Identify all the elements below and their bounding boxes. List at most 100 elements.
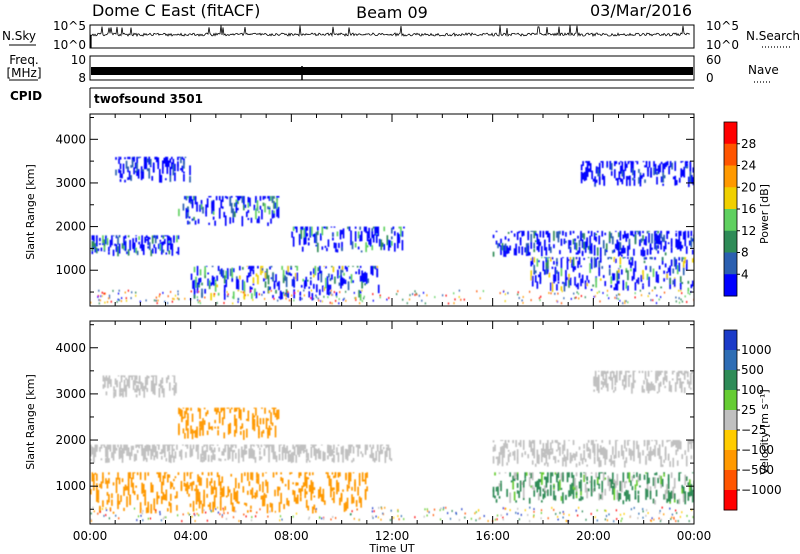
echo-cell — [169, 382, 171, 391]
echo-cell — [244, 444, 246, 453]
echo-cell — [171, 444, 174, 456]
echo-cell — [219, 481, 222, 491]
echo-cell — [94, 243, 97, 250]
echo-cell — [260, 495, 263, 500]
echo-cell — [174, 172, 176, 182]
echo-cell — [498, 452, 501, 464]
echo-cell — [372, 507, 374, 510]
echo-cell — [619, 251, 622, 256]
echo-cell — [230, 196, 233, 197]
echo-cell — [527, 230, 530, 241]
echo-cell — [637, 230, 640, 235]
frequency-band — [91, 67, 693, 75]
echo-cell — [91, 246, 94, 252]
echo-cell — [178, 156, 181, 158]
echo-cell — [317, 226, 319, 231]
echo-cell — [292, 489, 294, 495]
echo-cell — [630, 169, 633, 173]
echo-cell — [268, 290, 270, 293]
echo-cell — [323, 518, 325, 520]
echo-cell — [610, 163, 613, 171]
echo-cell — [132, 472, 134, 480]
echo-cell — [630, 230, 632, 236]
echo-cell — [276, 409, 278, 420]
echo-cell — [333, 455, 335, 463]
echo-cell — [619, 230, 622, 241]
echo-cell — [153, 235, 156, 237]
echo-cell — [681, 282, 684, 284]
echo-cell — [539, 272, 542, 281]
echo-cell — [368, 239, 370, 245]
echo-cell — [522, 296, 524, 298]
echo-cell — [204, 450, 207, 456]
echo-cell — [219, 496, 222, 505]
echo-cell — [246, 428, 248, 438]
echo-cell — [568, 259, 570, 261]
echo-cell — [596, 477, 599, 484]
echo-cell — [534, 230, 537, 233]
echo-cell — [616, 490, 619, 500]
echo-cell — [639, 473, 641, 481]
echo-cell — [187, 407, 189, 411]
echo-cell — [252, 283, 255, 286]
echo-cell — [545, 230, 548, 235]
echo-cell — [238, 196, 241, 201]
echo-cell — [587, 246, 590, 250]
echo-cell — [656, 294, 658, 297]
echo-cell — [230, 202, 233, 214]
echo-cell — [161, 377, 164, 384]
echo-cell — [182, 416, 185, 419]
echo-cell — [150, 449, 153, 452]
echo-cell — [194, 430, 197, 438]
echo-cell — [547, 440, 549, 451]
echo-cell — [358, 269, 360, 274]
echo-cell — [660, 475, 662, 485]
echo-cell — [123, 236, 125, 247]
echo-cell — [355, 297, 357, 299]
colorbar-segment — [724, 350, 737, 371]
echo-cell — [178, 208, 180, 217]
echo-cell — [274, 202, 277, 209]
echo-cell — [605, 449, 608, 460]
echo-cell — [529, 506, 531, 509]
echo-cell — [182, 513, 184, 516]
echo-cell — [269, 510, 271, 513]
echo-cell — [659, 163, 661, 173]
echo-cell — [284, 294, 286, 297]
echo-cell — [655, 233, 658, 244]
echo-cell — [120, 495, 122, 502]
echo-cell — [337, 452, 340, 463]
echo-cell — [173, 375, 176, 384]
echo-cell — [636, 472, 638, 478]
echo-cell — [590, 512, 592, 515]
echo-cell — [670, 518, 672, 520]
echo-cell — [174, 451, 177, 459]
echo-cell — [168, 474, 171, 478]
echo-cell — [643, 380, 645, 385]
echo-cell — [196, 296, 198, 299]
echo-cell — [247, 472, 249, 481]
echo-cell — [583, 450, 585, 460]
echo-cell — [256, 478, 258, 484]
echo-cell — [185, 451, 187, 458]
freq-axis-bottom-left: 8 — [78, 71, 86, 85]
echo-cell — [685, 455, 688, 467]
echo-cell — [355, 298, 357, 301]
echo-cell — [646, 249, 649, 256]
echo-cell — [512, 475, 514, 482]
echo-cell — [574, 238, 576, 242]
echo-cell — [123, 379, 126, 384]
echo-cell — [198, 476, 201, 486]
echo-cell — [270, 412, 272, 425]
echo-cell — [593, 245, 596, 256]
echo-cell — [105, 478, 107, 485]
echo-cell — [380, 239, 383, 251]
echo-cell — [613, 390, 615, 393]
echo-cell — [610, 284, 613, 288]
echo-cell — [651, 517, 653, 520]
echo-cell — [671, 378, 674, 381]
echo-cell — [507, 238, 510, 242]
echo-cell — [522, 440, 525, 450]
echo-cell — [133, 156, 135, 162]
echo-cell — [101, 295, 103, 298]
